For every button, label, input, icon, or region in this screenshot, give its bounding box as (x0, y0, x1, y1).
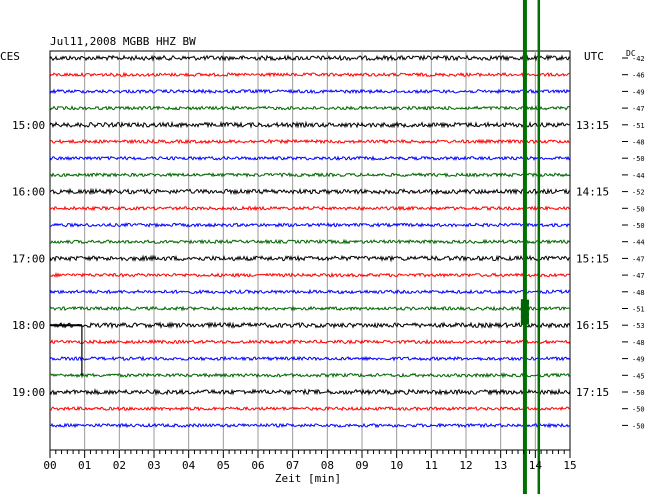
chart-title: Jul11,2008 MGBB HHZ BW (50, 35, 196, 48)
dc-label: DC (626, 49, 636, 58)
right-zone-label: UTC (584, 50, 604, 63)
trace-row (50, 222, 571, 229)
dc-value: -52 (632, 189, 645, 197)
event-burst (520, 299, 530, 326)
tick-label: 12 (459, 459, 472, 472)
dc-value: -50 (632, 205, 645, 213)
row-time-right: 16:15 (576, 319, 609, 332)
tick-label: 01 (78, 459, 91, 472)
trace-row (49, 387, 571, 396)
x-axis-label: Zeit [min] (275, 472, 341, 485)
dc-value: -47 (632, 272, 645, 280)
earthquake-event (520, 0, 541, 494)
trace-row (49, 187, 571, 196)
row-time-left: 16:00 (12, 186, 45, 199)
trace-row (49, 54, 571, 62)
dc-value: -42 (632, 55, 645, 63)
tick-label: 05 (217, 459, 230, 472)
trace-row (49, 254, 571, 263)
trace-row (49, 138, 571, 145)
dc-value: -50 (632, 406, 645, 414)
row-time-right: 17:15 (576, 386, 609, 399)
trace-row (49, 238, 571, 245)
trace-row (49, 405, 571, 412)
trace-row (49, 355, 571, 362)
dc-value: -44 (632, 239, 645, 247)
trace-row (49, 105, 571, 111)
dc-value: -50 (632, 222, 645, 230)
dc-value: -51 (632, 306, 645, 314)
tick-label: 14 (529, 459, 543, 472)
tick-label: 03 (147, 459, 160, 472)
dc-value: -53 (632, 322, 645, 330)
trace-row (49, 305, 571, 312)
tick-label: 09 (355, 459, 368, 472)
trace-row (49, 88, 571, 95)
row-time-left: 15:00 (12, 119, 45, 132)
dc-value: -48 (632, 339, 645, 347)
dc-value: -50 (632, 389, 645, 397)
tick-label: 00 (43, 459, 56, 472)
dc-offset-labels: -42 -46 -49 -47 -51 -48 -50 -44 -52 -50 -50 -44 -47 -… (622, 55, 645, 430)
dc-value: -49 (632, 88, 645, 96)
trace-row (49, 272, 571, 279)
tick-label: 06 (251, 459, 264, 472)
trace-row (49, 288, 571, 295)
left-zone-label: CES (0, 50, 20, 63)
trace-row (49, 321, 571, 330)
tick-label: 13 (494, 459, 507, 472)
row-time-left: 17:00 (12, 252, 45, 265)
grid-lines (49, 50, 571, 451)
trace-row (49, 171, 571, 178)
tick-label: 11 (425, 459, 438, 472)
row-time-left: 18:00 (12, 319, 45, 332)
dc-value: -51 (632, 122, 645, 130)
tick-label: 08 (321, 459, 334, 472)
trace-row (49, 155, 571, 162)
tick-label: 02 (113, 459, 126, 472)
tick-label: 15 (563, 459, 576, 472)
dc-value: -46 (632, 72, 645, 80)
dc-value: -45 (632, 372, 645, 380)
dc-value: -47 (632, 105, 645, 113)
trace-row (49, 372, 571, 379)
trace-row (49, 71, 570, 78)
tick-label: 04 (182, 459, 196, 472)
tick-label: 07 (286, 459, 299, 472)
row-time-right: 14:15 (576, 186, 609, 199)
row-time-left: 19:00 (12, 386, 45, 399)
time-labels: 15:00 16:00 17:00 18:00 19:00 13:15 14:15 15:15… (12, 119, 609, 399)
dc-value: -44 (632, 172, 645, 180)
seismic-traces (49, 54, 571, 429)
dc-value: -47 (632, 255, 645, 263)
trace-row (49, 422, 571, 429)
trace-row (49, 120, 571, 129)
dc-value: -50 (632, 422, 645, 430)
row-time-right: 13:15 (576, 119, 609, 132)
dc-value: -50 (632, 155, 645, 163)
tick-label: 10 (390, 459, 403, 472)
x-axis-ticks: 00 01 02 03 04 05 06 07 08 09 10 11 12 13 14 15 (43, 450, 577, 472)
trace-row (49, 338, 571, 345)
dc-value: -49 (632, 356, 645, 364)
dc-value: -48 (632, 289, 645, 297)
row-time-right: 15:15 (576, 252, 609, 265)
dc-value: -48 (632, 139, 645, 147)
trace-row (49, 205, 571, 212)
